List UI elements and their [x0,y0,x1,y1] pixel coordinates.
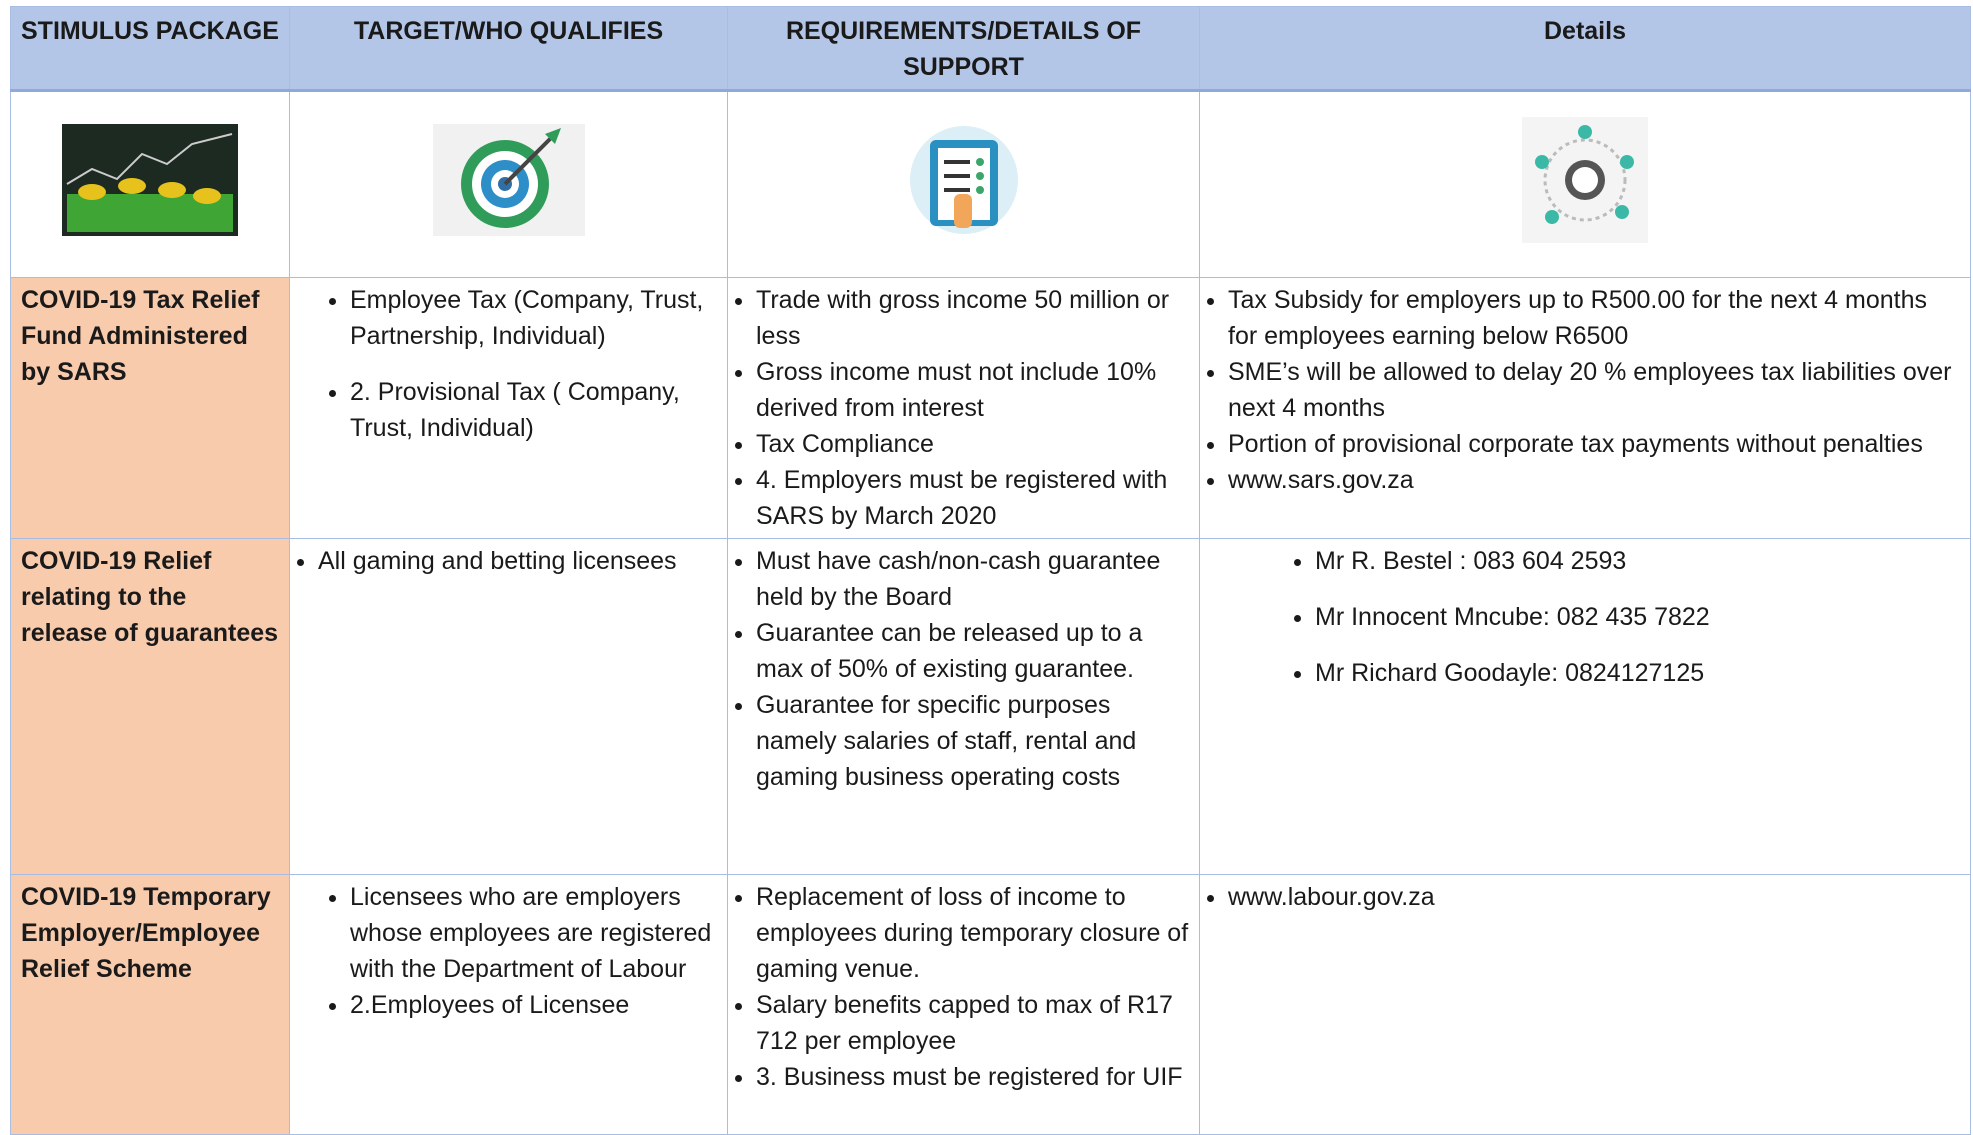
bullet-item: Tax Compliance [756,426,1189,462]
bullet-item: 2. Provisional Tax ( Company, Trust, Ind… [350,374,717,446]
bullet-item: www.labour.gov.za [1228,879,1960,915]
icon-cell [10,90,290,278]
column-header: STIMULUS PACKAGE [10,6,290,92]
requirements-cell: Replacement of loss of income to employe… [727,874,1200,1135]
icon-row [10,90,1971,278]
bullet-item: 2.Employees of Licensee [350,987,717,1023]
bullet-item: 3. Business must be registered for UIF [756,1059,1189,1095]
package-cell: COVID-19 Relief relating to the release … [10,538,290,875]
bullet-item: Mr Innocent Mncube: 082 435 7822 [1315,599,1960,635]
bullet-item: Must have cash/non-cash guarantee held b… [756,543,1189,615]
package-cell: COVID-19 Tax Relief Fund Administered by… [10,277,290,539]
details-cell: Tax Subsidy for employers up to R500.00 … [1199,277,1971,539]
target-cell: Employee Tax (Company, Trust, Partnershi… [289,277,728,539]
money-circle-icon [1522,116,1648,243]
bullet-item: Employee Tax (Company, Trust, Partnershi… [350,282,717,354]
bullet-item: Replacement of loss of income to employe… [756,879,1189,987]
bullet-item: Trade with gross income 50 million or le… [756,282,1189,354]
details-cell: www.labour.gov.za [1199,874,1971,1135]
column-header: TARGET/WHO QUALIFIES [289,6,728,92]
target-cell: All gaming and betting licensees [289,538,728,875]
target-list: Employee Tax (Company, Trust, Partnershi… [300,282,717,446]
table-row: COVID-19 Relief relating to the release … [10,538,1971,875]
bullet-item: 4. Employers must be registered with SAR… [756,462,1189,534]
bullet-item: Salary benefits capped to max of R17 712… [756,987,1189,1059]
target-icon [432,123,585,236]
bullet-item: Mr Richard Goodayle: 0824127125 [1315,655,1960,691]
details-list: www.labour.gov.za [1210,879,1960,915]
icon-cell [289,90,728,278]
requirements-list: Must have cash/non-cash guarantee held b… [738,543,1189,795]
requirements-list: Replacement of loss of income to employe… [738,879,1189,1095]
bullet-item: All gaming and betting licensees [318,543,717,579]
target-list: Licensees who are employers whose employ… [300,879,717,1023]
details-list: Tax Subsidy for employers up to R500.00 … [1210,282,1960,498]
requirements-cell: Trade with gross income 50 million or le… [727,277,1200,539]
icon-cell [1199,90,1971,278]
bullet-item: Tax Subsidy for employers up to R500.00 … [1228,282,1960,354]
bullet-item: Licensees who are employers whose employ… [350,879,717,987]
bullet-item: Gross income must not include 10% derive… [756,354,1189,426]
table-row: COVID-19 Tax Relief Fund Administered by… [10,277,1971,539]
details-cell: Mr R. Bestel : 083 604 2593 Mr Innocent M… [1199,538,1971,875]
bullet-item: Portion of provisional corporate tax pay… [1228,426,1960,462]
bullet-item: Guarantee can be released up to a max of… [756,615,1189,687]
clipboard-icon [909,125,1018,234]
bullet-item: www.sars.gov.za [1228,462,1960,498]
column-header: REQUIREMENTS/DETAILS OF SUPPORT [727,6,1200,92]
package-cell: COVID-19 Temporary Employer/Employee Rel… [10,874,290,1135]
bullet-item: SME’s will be allowed to delay 20 % empl… [1228,354,1960,426]
bullet-item: Guarantee for specific purposes namely s… [756,687,1189,795]
column-header: Details [1199,6,1971,92]
details-list: Mr R. Bestel : 083 604 2593 Mr Innocent M… [1210,543,1960,691]
bullet-item: Mr R. Bestel : 083 604 2593 [1315,543,1960,579]
table-row: COVID-19 Temporary Employer/Employee Rel… [10,874,1971,1135]
stimulus-table: STIMULUS PACKAGE TARGET/WHO QUALIFIES RE… [10,6,1971,1135]
target-cell: Licensees who are employers whose employ… [289,874,728,1135]
requirements-list: Trade with gross income 50 million or le… [738,282,1189,534]
target-list: All gaming and betting licensees [300,543,717,579]
header-row: STIMULUS PACKAGE TARGET/WHO QUALIFIES RE… [10,6,1971,92]
requirements-cell: Must have cash/non-cash guarantee held b… [727,538,1200,875]
icon-cell [727,90,1200,278]
money-chart-icon [62,123,238,236]
